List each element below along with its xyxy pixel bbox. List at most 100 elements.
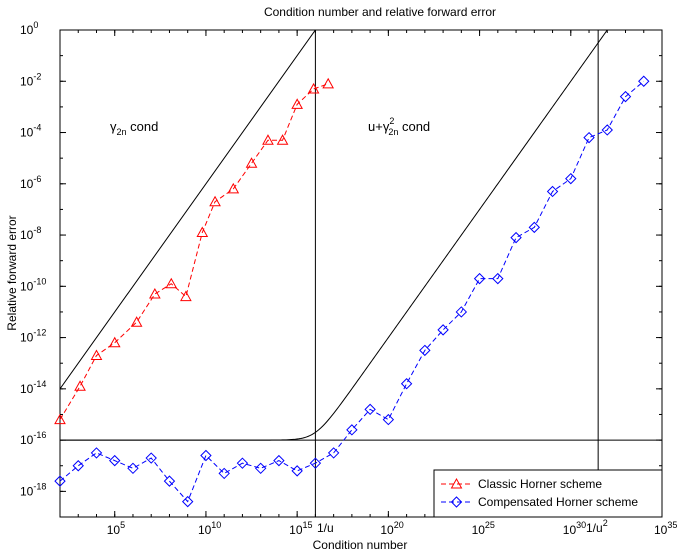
diamond-marker <box>619 90 632 103</box>
x-tick-label: 1035 <box>654 520 677 537</box>
y-tick-label: 10-16 <box>20 430 46 447</box>
x-tick-base: 10 <box>563 523 577 537</box>
x-tick-label: 1015 <box>289 520 312 537</box>
compensated-horner-series <box>54 75 650 508</box>
x-axis-label: Condition number <box>313 538 408 552</box>
u-gamma-cond-label: u+γ2 2n cond <box>368 116 430 137</box>
x-tick-base: 10 <box>107 523 121 537</box>
diamond-marker <box>510 231 522 244</box>
x-tick-exponent: 30 <box>576 520 586 530</box>
gamma-cond-label: γ2n cond <box>110 119 158 137</box>
diamond-marker <box>455 306 468 318</box>
y-tick-exponent: -2 <box>33 71 41 81</box>
y-tick-exponent: -10 <box>33 276 46 286</box>
diamond-marker <box>346 424 358 436</box>
gamma-subscript: 2n <box>117 127 127 137</box>
x-tick-exponent: 20 <box>394 520 404 530</box>
triangle-marker <box>180 290 192 302</box>
diamond-marker <box>236 457 249 469</box>
y-tick-base: 10 <box>20 126 34 140</box>
diamond-marker <box>54 475 66 487</box>
x-tick-label: 1020 <box>380 520 403 537</box>
triangle-marker <box>196 226 209 237</box>
diamond-marker <box>327 447 340 459</box>
y-tick-label: 10-2 <box>20 71 41 88</box>
y-tick-base: 10 <box>20 382 34 396</box>
x-tick-label: 1025 <box>472 520 495 537</box>
x-tick-label: 105 <box>107 520 125 537</box>
y-tick-exponent: -6 <box>33 174 41 184</box>
chart-title: Condition number and relative forward er… <box>264 5 496 19</box>
y-tick-base: 10 <box>20 177 34 191</box>
triangle-marker <box>165 277 178 289</box>
triangle-marker <box>276 134 289 145</box>
legend-compensated-marker <box>450 496 463 508</box>
diamond-marker <box>382 413 395 426</box>
diamond-marker <box>181 495 194 508</box>
diamond-marker <box>565 172 577 185</box>
diamond-marker <box>364 403 376 416</box>
x-tick-label: 1030 <box>563 520 586 537</box>
y-tick-exponent: -4 <box>33 123 41 133</box>
y-tick-label: 10-6 <box>20 174 41 191</box>
triangle-marker <box>245 157 258 168</box>
triangle-marker <box>90 349 103 361</box>
diamond-marker <box>145 452 157 464</box>
diamond-marker <box>72 460 84 472</box>
y-tick-exponent: 0 <box>33 20 38 30</box>
y-tick-exponent: -8 <box>33 225 41 235</box>
u-gamma-cond-curve <box>60 30 608 441</box>
x-tick-base: 10 <box>380 523 394 537</box>
series-line <box>59 80 645 503</box>
gamma-cond-text: cond <box>127 119 159 134</box>
series-line <box>59 83 329 420</box>
x-tick-label: 1010 <box>198 520 221 537</box>
tick-layer: 105 1010 1015 1020 1025 1030 103510010-210-410… <box>20 20 677 537</box>
one-over-u-label: 1/u <box>317 521 334 535</box>
plot-area <box>59 29 663 518</box>
y-tick-base: 10 <box>20 433 34 447</box>
diamond-marker <box>254 462 267 475</box>
y-tick-label: 10-10 <box>20 276 46 293</box>
diamond-marker <box>528 221 541 234</box>
triangle-marker <box>307 82 320 94</box>
triangle-marker <box>130 316 143 327</box>
diamond-marker <box>638 75 650 87</box>
legend: Classic Horner scheme Compensated Horner… <box>433 469 663 518</box>
diamond-marker <box>218 467 230 480</box>
diamond-marker <box>583 131 595 144</box>
y-axis-label: Relative forward error <box>5 215 19 330</box>
legend-classic-label: Classic Horner scheme <box>478 477 602 491</box>
legend-box <box>433 469 663 518</box>
triangle-marker <box>322 77 335 89</box>
x-tick-exponent: 35 <box>667 520 677 530</box>
x-tick-base: 10 <box>289 523 303 537</box>
triangle-marker <box>262 134 274 145</box>
diamond-marker <box>109 454 121 467</box>
triangle-marker <box>108 336 121 348</box>
series-layer <box>54 75 650 508</box>
diamond-marker <box>273 454 285 467</box>
x-tick-exponent: 25 <box>485 520 495 530</box>
triangle-marker <box>291 98 304 109</box>
reference-lines <box>60 30 662 517</box>
diamond-marker <box>127 462 139 475</box>
one-over-u2-label: 1/u2 <box>586 518 608 535</box>
y-tick-label: 10-4 <box>20 123 41 140</box>
u-gamma-subscript: 2n <box>388 127 398 137</box>
one-over-u2-base: 1/u <box>586 521 603 535</box>
y-tick-label: 10-18 <box>20 481 46 498</box>
one-over-u2-sup: 2 <box>603 518 608 528</box>
diamond-marker <box>473 272 486 285</box>
diamond-marker <box>291 465 303 477</box>
diamond-marker <box>90 447 103 459</box>
y-tick-exponent: -14 <box>33 379 46 389</box>
u-gamma-prefix: u+γ <box>368 119 390 134</box>
diamond-marker <box>419 344 431 357</box>
classic-horner-series <box>54 77 335 425</box>
x-tick-exponent: 15 <box>303 520 313 530</box>
diamond-marker <box>309 457 322 469</box>
y-tick-label: 10-14 <box>20 379 46 396</box>
y-tick-base: 10 <box>20 74 34 88</box>
y-tick-base: 10 <box>20 279 34 293</box>
